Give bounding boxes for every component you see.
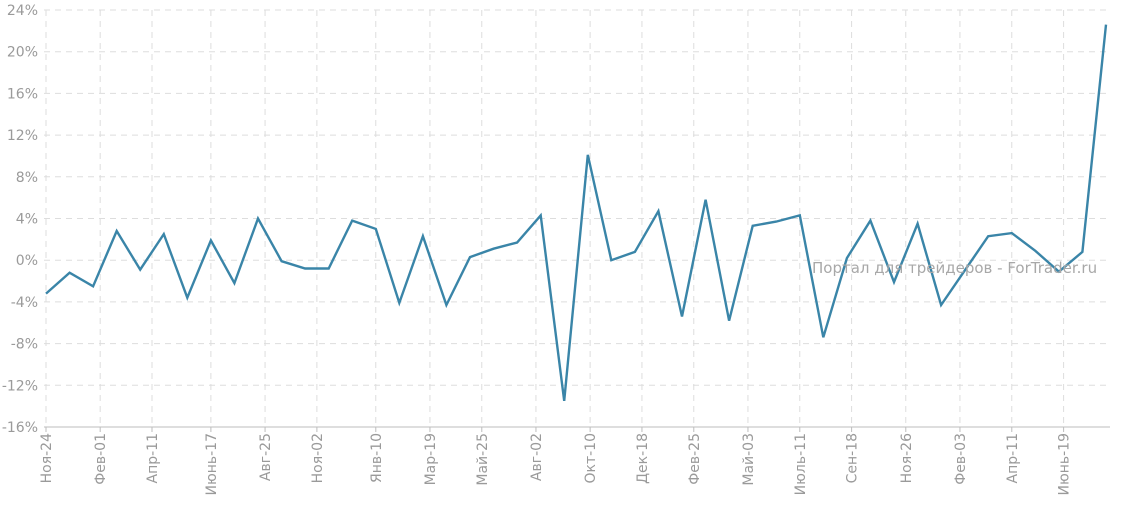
y-tick-label: 12%: [7, 128, 38, 144]
y-tick-label: 20%: [7, 45, 38, 61]
x-tick-label: Дек-18: [635, 433, 651, 484]
x-axis-ticks: Ноя-24 Фев-01 Апр-11 Июнь-17 Авг-25 Ноя-02 Янв…: [39, 427, 1073, 496]
x-tick-label: Мар-19: [423, 433, 439, 485]
y-tick-label: -8%: [11, 337, 38, 353]
x-tick-label: Июнь-19: [1057, 433, 1073, 496]
x-tick-label: Фев-03: [953, 433, 969, 485]
x-tick-label: Авг-02: [529, 433, 545, 481]
x-tick-label: Июль-11: [793, 433, 809, 495]
x-tick-label: Ноя-02: [310, 433, 326, 483]
x-tick-label: Фев-01: [93, 433, 109, 485]
gridlines: [44, 9, 1110, 427]
y-axis-ticks: 24% 20% 16% 12% 8% 4% 0% -4% -8% -12% -16%: [2, 3, 38, 436]
x-tick-label: Ноя-24: [39, 433, 55, 483]
x-tick-label: Окт-10: [583, 433, 599, 484]
x-tick-label: Июнь-17: [204, 433, 220, 496]
y-tick-label: -12%: [2, 378, 38, 394]
x-tick-label: Авг-25: [258, 433, 274, 481]
x-tick-label: Фев-25: [687, 433, 703, 485]
x-tick-label: Янв-10: [369, 433, 385, 483]
x-tick-label: Май-25: [475, 433, 491, 486]
y-tick-label: 24%: [7, 3, 38, 19]
y-tick-label: 4%: [16, 212, 38, 228]
y-tick-label: -4%: [11, 295, 38, 311]
x-tick-label: Апр-11: [1005, 433, 1021, 483]
x-tick-label: Ноя-26: [899, 433, 915, 483]
y-tick-label: -16%: [2, 420, 38, 436]
x-tick-label: Апр-11: [145, 433, 161, 483]
y-tick-label: 16%: [7, 86, 38, 102]
series-line: [45, 24, 1108, 402]
watermark: Портал для трейдеров - ForTrader.ru: [812, 259, 1097, 277]
x-tick-label: Май-03: [741, 433, 757, 486]
y-tick-label: 8%: [16, 170, 38, 186]
y-tick-label: 0%: [16, 253, 38, 269]
x-tick-label: Сен-18: [845, 433, 861, 483]
